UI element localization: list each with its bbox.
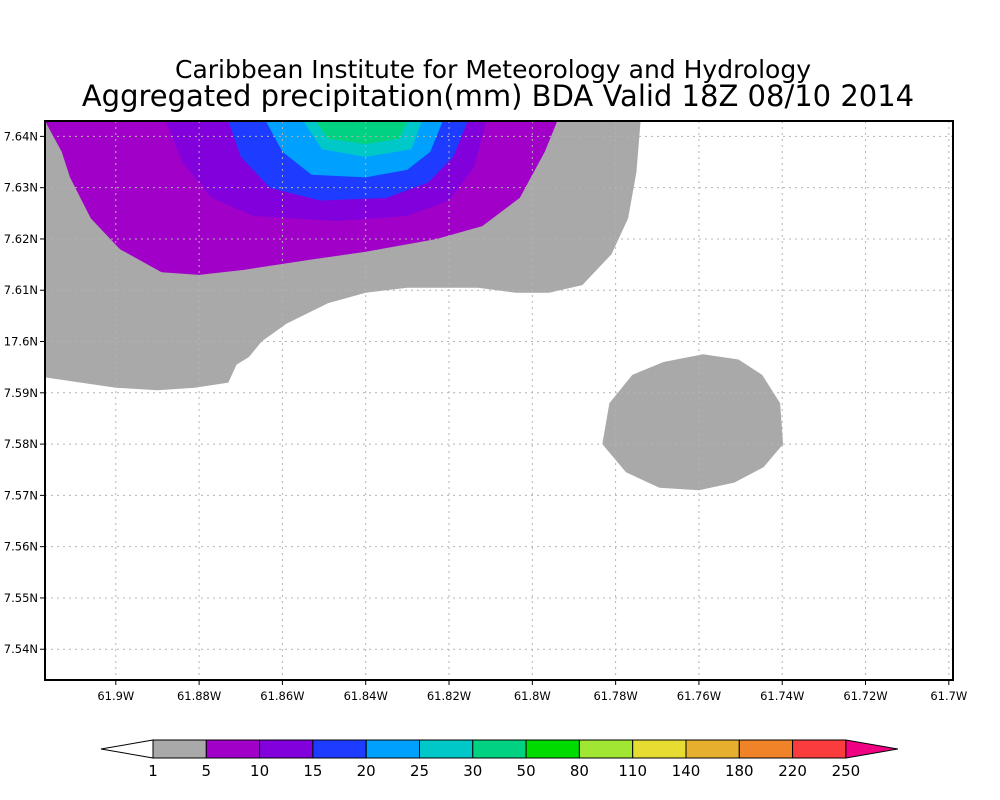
colorbar-swatch [632,739,687,759]
colorbar-level-label: 5 [202,762,212,780]
colorbar-level-label: 1 [148,762,158,780]
y-axis-ticks: 7.64N 7.63N 7.62N 7.61N 17.6N 7.59N 7.58N 7.57N… [4,129,45,656]
x-tick-label: 61.9W [97,689,134,703]
precipitation-regions [45,121,784,491]
colorbar-swatch [205,739,261,759]
x-tick-label: 61.82W [427,689,471,703]
colorbar-swatch [259,739,314,759]
colorbar-swatch [578,739,634,759]
y-tick-label: 7.57N [4,488,38,502]
x-tick-label: 61.84W [344,689,388,703]
colorbar-swatch [419,739,474,759]
x-tick-label: 61.76W [677,689,721,703]
x-tick-label: 61.7W [930,689,967,703]
y-tick-label: 7.54N [4,642,38,656]
colorbar-level-label: 25 [410,762,429,780]
colorbar-swatch [472,739,527,759]
x-tick-label: 61.8W [514,689,551,703]
colorbar-lower-triangle [100,739,154,759]
colorbar-swatch [152,739,207,759]
colorbar-level-label: 110 [618,762,647,780]
y-tick-label: 7.61N [4,283,38,297]
chart-subtitle: Aggregated precipitation(mm) BDA Valid 1… [82,79,914,113]
colorbar-swatch [365,739,421,759]
x-axis-ticks: 61.9W 61.88W 61.86W 61.84W 61.82W 61.8W 61.78W… [97,680,967,703]
colorbar-level-label: 50 [517,762,536,780]
colorbar-swatch [312,739,367,759]
x-tick-label: 61.88W [177,689,221,703]
grid-lines [45,121,953,680]
x-tick-label: 61.78W [593,689,637,703]
y-tick-label: 7.64N [4,129,38,143]
x-tick-label: 61.74W [760,689,804,703]
colorbar-swatch [792,739,847,759]
colorbar-level-label: 15 [303,762,322,780]
colorbar-level-label: 80 [570,762,589,780]
colorbar-level-label: 250 [832,762,861,780]
y-tick-label: 7.59N [4,386,38,400]
y-tick-label: 7.62N [4,232,38,246]
colorbar-swatch [525,739,580,759]
colorbar-level-label: 10 [250,762,269,780]
x-tick-label: 61.86W [260,689,304,703]
y-tick-label: 7.58N [4,437,38,451]
colorbar-level-label: 20 [357,762,376,780]
y-tick-label: 17.6N [4,335,38,349]
colorbar-swatch [685,739,740,759]
colorbar: 1 5 10 15 20 25 30 50 80 110 140 180 220 250 [100,739,898,780]
y-tick-label: 7.63N [4,181,38,195]
colorbar-level-label: 140 [672,762,701,780]
x-tick-label: 61.72W [843,689,887,703]
plot-frame [44,120,954,681]
y-tick-label: 7.55N [4,591,38,605]
precip-region-1to5-east [602,354,784,491]
colorbar-level-label: 30 [463,762,482,780]
y-tick-label: 7.56N [4,540,38,554]
colorbar-level-label: 220 [778,762,807,780]
precip-region-30to50 [315,121,408,145]
colorbar-swatch [738,739,794,759]
colorbar-upper-triangle [845,739,898,759]
chart-title: Caribbean Institute for Meteorology and … [175,55,811,84]
colorbar-level-label: 180 [725,762,754,780]
